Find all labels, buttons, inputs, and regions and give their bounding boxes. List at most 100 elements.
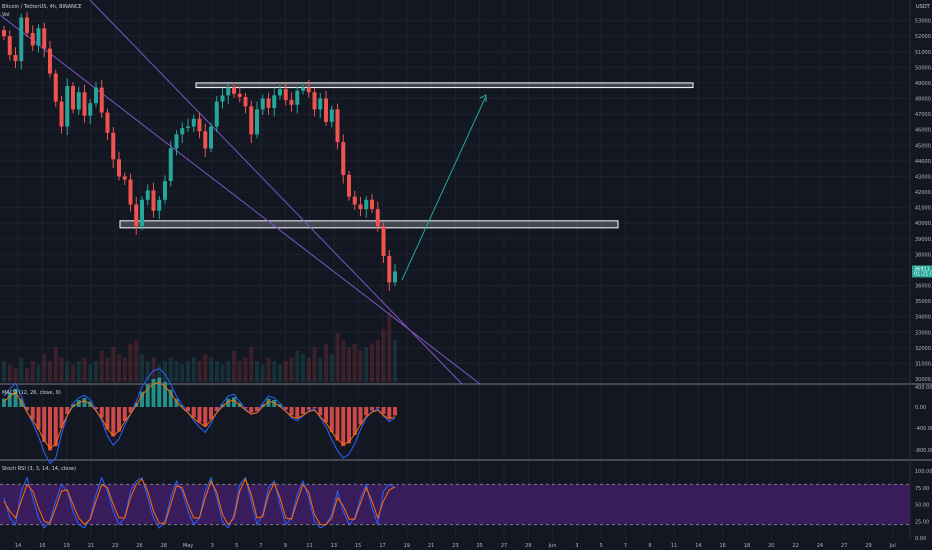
- volume-bar: [347, 347, 351, 382]
- volume-bar: [226, 361, 231, 382]
- candle-body: [341, 142, 346, 175]
- volume-bar: [65, 361, 70, 382]
- currency-label: USDT: [916, 4, 931, 10]
- macd-histogram-bar: [25, 407, 29, 411]
- candle-body: [197, 118, 202, 132]
- candle-body: [163, 181, 167, 200]
- macd-histogram-bar: [249, 407, 254, 413]
- volume-bar: [335, 333, 340, 382]
- volume-bar: [249, 347, 254, 382]
- volume-bar: [341, 340, 346, 382]
- candle-body: [364, 199, 369, 210]
- macd-histogram-bar: [2, 398, 6, 407]
- candle-body: [393, 271, 397, 283]
- volume-bar: [19, 357, 24, 382]
- volume-bar: [352, 343, 357, 382]
- candle-body: [168, 148, 173, 182]
- volume-bar: [312, 347, 317, 382]
- macd-histogram-bar: [209, 407, 213, 420]
- price-tick-label: 48000.00: [915, 97, 932, 103]
- macd-histogram-bar: [203, 407, 208, 427]
- time-tick-label: 14: [695, 543, 701, 549]
- candle-body: [243, 96, 248, 107]
- volume-bar: [88, 364, 93, 382]
- candle-body: [278, 89, 282, 96]
- time-tick-label: 7: [259, 543, 262, 549]
- volume-bar: [266, 357, 271, 382]
- volume-bar: [214, 361, 219, 382]
- time-tick-label: 19: [404, 543, 410, 549]
- price-tick-label: 35000.00: [915, 299, 932, 305]
- candle-body: [76, 92, 81, 110]
- volume-bar: [197, 361, 202, 382]
- last-price-badge: [912, 265, 932, 278]
- stoch-title: Stoch RSI (3, 3, 14, 14, close): [2, 466, 76, 472]
- candle-body: [42, 28, 47, 49]
- candle-body: [134, 204, 139, 227]
- macd-tick-label: 0.00: [915, 405, 926, 411]
- candle-body: [191, 118, 196, 127]
- time-tick-label: 14: [15, 543, 21, 549]
- candle-body: [65, 86, 70, 127]
- time-tick-label: 19: [63, 543, 69, 549]
- volume-bar: [180, 364, 185, 382]
- macd-histogram-bar: [48, 407, 52, 451]
- macd-histogram-bar: [341, 407, 346, 447]
- volume-bar: [145, 361, 150, 382]
- macd-histogram-bar: [352, 407, 357, 435]
- macd-histogram-bar: [387, 407, 392, 419]
- price-tick-label: 49000.00: [915, 81, 932, 87]
- time-tick-label: 29: [865, 543, 871, 549]
- volume-bars: [2, 312, 397, 382]
- stoch-tick-label: 50.00: [915, 503, 929, 509]
- volume-bar: [186, 361, 190, 382]
- macd-histogram-bar: [174, 398, 179, 407]
- macd-histogram-bar: [266, 398, 271, 407]
- candle-body: [186, 126, 190, 129]
- price-tick-label: 32000.00: [915, 346, 932, 352]
- volume-bar: [105, 357, 110, 382]
- macd-histogram-bar: [278, 404, 282, 407]
- candle-body: [82, 92, 87, 116]
- volume-bar: [370, 343, 374, 382]
- candle-body: [174, 134, 179, 149]
- candle-body: [370, 199, 374, 210]
- macd-histogram-bar: [214, 407, 219, 412]
- macd-tick-label: -800.00: [915, 448, 932, 454]
- support-zone: [119, 220, 619, 229]
- volume-bar: [324, 343, 328, 382]
- macd-histogram-bar: [220, 404, 225, 407]
- candle-body: [88, 103, 93, 116]
- macd-histogram-bar: [7, 393, 12, 407]
- stoch-rsi-pane[interactable]: [0, 476, 910, 529]
- price-tick-label: 30000.00: [915, 377, 932, 383]
- time-tick-label: 27: [501, 543, 507, 549]
- drawing-lines[interactable]: [0, 0, 487, 385]
- time-tick-label: 22: [792, 543, 798, 549]
- candle-body: [105, 112, 110, 133]
- macd-histogram-bar: [318, 407, 323, 416]
- volume-bar: [2, 361, 6, 382]
- macd-histogram-bar: [180, 405, 185, 407]
- macd-histogram-bar: [117, 407, 121, 432]
- macd-histogram-bar: [393, 407, 397, 416]
- volume-bar: [243, 357, 248, 382]
- volume-bar: [82, 357, 87, 382]
- candle-body: [232, 87, 236, 94]
- time-tick-label: 29: [525, 543, 531, 549]
- volume-bar: [122, 357, 127, 382]
- time-tick-label: 9: [648, 543, 651, 549]
- macd-pane[interactable]: [2, 368, 397, 465]
- volume-label: Vol: [2, 12, 9, 18]
- price-tick-label: 50000.00: [915, 65, 932, 71]
- macd-histogram-bar: [226, 398, 231, 407]
- macd-histogram-bar: [76, 400, 81, 407]
- volume-bar: [174, 361, 179, 382]
- volume-bar: [157, 364, 162, 382]
- macd-histogram-bar: [191, 407, 196, 418]
- candle-body: [272, 95, 277, 108]
- candlestick-series[interactable]: [2, 11, 397, 291]
- macd-histogram-bar: [186, 407, 190, 412]
- last-price-label: 36911.26: [914, 266, 932, 272]
